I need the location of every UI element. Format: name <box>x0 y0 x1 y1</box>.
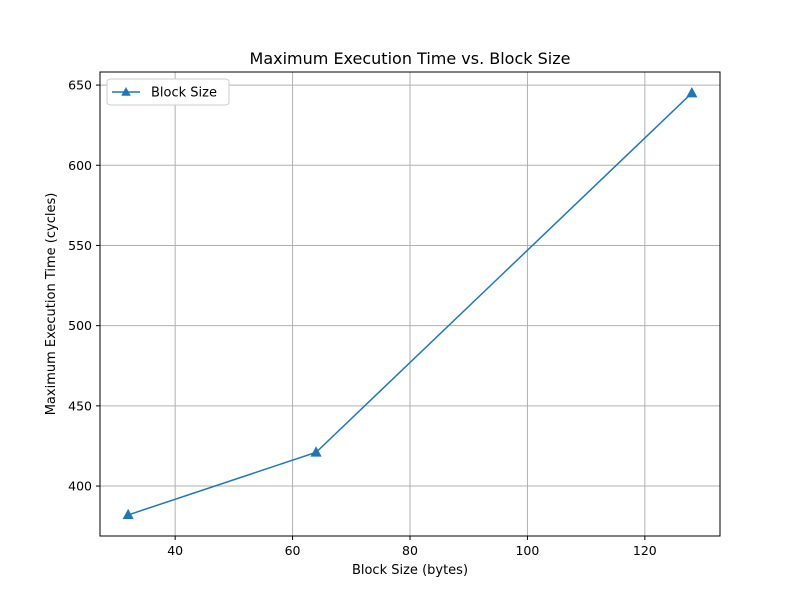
data-point <box>310 446 322 457</box>
x-tick-label: 120 <box>633 543 657 558</box>
y-tick-label: 450 <box>68 398 92 413</box>
y-tick-label: 550 <box>68 238 92 253</box>
series-layer <box>122 87 698 520</box>
y-tick-label: 500 <box>68 318 92 333</box>
x-tick-label: 40 <box>167 543 183 558</box>
chart-title: Maximum Execution Time vs. Block Size <box>250 49 571 68</box>
legend-triangle-marker <box>121 87 131 96</box>
legend-box <box>106 78 230 106</box>
y-tick-label: 400 <box>68 479 92 494</box>
legend: Block Size <box>106 78 230 106</box>
x-tick-label: 60 <box>285 543 301 558</box>
y-tick-label: 600 <box>68 158 92 173</box>
y-axis-ticks: 400 450 500 550 600 650 <box>68 78 100 494</box>
y-axis-label: Maximum Execution Time (cycles) <box>44 193 59 416</box>
data-point <box>686 87 698 98</box>
x-axis-label: Block Size (bytes) <box>352 563 468 578</box>
x-axis-ticks: 40 60 80 100 120 <box>167 536 657 558</box>
data-point <box>122 508 134 520</box>
x-tick-label: 100 <box>515 543 539 558</box>
legend-label: Block Size <box>151 86 217 101</box>
y-tick-label: 650 <box>68 78 92 93</box>
x-tick-label: 80 <box>402 543 418 558</box>
